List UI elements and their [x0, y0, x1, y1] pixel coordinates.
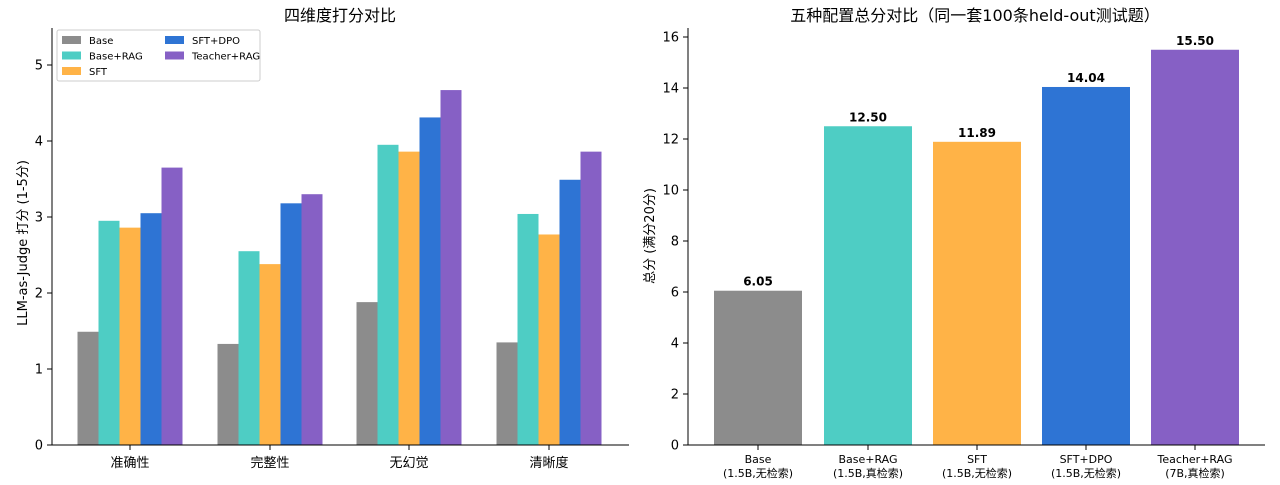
x-tick-label: 准确性: [110, 456, 149, 471]
y-tick-label: 4: [671, 337, 679, 352]
bar-1: [824, 126, 912, 445]
y-tick-label: 1: [35, 363, 43, 378]
bar-sft-0: [119, 227, 141, 445]
bar-teacher-rag-3: [580, 151, 602, 445]
legend-swatch: [165, 51, 184, 60]
bar-sft-dpo-3: [559, 179, 581, 445]
legend-swatch: [62, 67, 81, 75]
y-tick-label: 8: [671, 235, 679, 250]
left-chart: 四维度打分对比 LLM-as-Judge 打分 (1-5分) 0 1 2 3 4 5 准确…: [16, 6, 629, 471]
x-tick-label: Base+RAG: [838, 453, 897, 466]
legend-swatch: [62, 36, 81, 44]
y-tick-label: 0: [671, 439, 679, 454]
bar-base-rag-0: [98, 220, 120, 445]
bar-base-rag-3: [517, 213, 539, 445]
y-tick-label: 14: [662, 82, 679, 97]
bar-teacher-rag-0: [161, 167, 183, 445]
x-tick-label: Base: [745, 453, 772, 466]
x-tick-label: (1.5B,真检索): [833, 466, 903, 480]
bar-base-3: [496, 342, 518, 445]
right-x-axis: Base(1.5B,无检索)Base+RAG(1.5B,真检索)SFT(1.5B…: [723, 445, 1233, 480]
y-tick-label: 16: [662, 31, 679, 46]
bar-value-label: 14.04: [1067, 71, 1105, 85]
y-tick-label: 3: [35, 211, 43, 226]
x-tick-label: Teacher+RAG: [1157, 453, 1233, 466]
legend-swatch: [62, 51, 81, 60]
bar-teacher-rag-1: [301, 194, 323, 445]
legend-label: Base+RAG: [89, 52, 143, 63]
x-tick-label: SFT+DPO: [1060, 453, 1113, 466]
bar-sft-dpo-1: [280, 203, 302, 445]
bar-teacher-rag-2: [440, 90, 462, 445]
y-tick-label: 10: [662, 184, 679, 199]
y-tick-label: 0: [35, 439, 43, 454]
legend-label: Base: [89, 36, 113, 47]
legend-label: SFT+DPO: [192, 36, 240, 47]
bar-4: [1151, 49, 1239, 445]
x-tick-label: (1.5B,无检索): [942, 466, 1012, 480]
x-tick-label: (1.5B,无检索): [1051, 466, 1121, 480]
bar-0: [714, 290, 802, 445]
bar-base-0: [77, 331, 99, 445]
bar-sft-3: [538, 234, 560, 445]
y-tick-label: 6: [671, 286, 679, 301]
right-chart-ylabel: 总分 (满分20分): [643, 188, 658, 284]
y-tick-label: 2: [35, 287, 43, 302]
right-y-axis: 0 2 4 6 8 10 12 14 16: [662, 31, 688, 454]
x-tick-label: 无幻觉: [389, 456, 428, 471]
legend-label: SFT: [89, 67, 108, 78]
x-tick-label: (1.5B,无检索): [723, 466, 793, 480]
y-tick-label: 4: [35, 135, 43, 150]
x-tick-label: 清晰度: [529, 455, 568, 471]
bar-value-label: 11.89: [958, 126, 996, 140]
right-chart-title: 五种配置总分对比（同一套100条held-out测试题）: [790, 6, 1159, 25]
bar-sft-1: [259, 264, 281, 445]
bar-sft-2: [398, 151, 420, 445]
left-legend: Base Base+RAG SFT SFT+DPO Teacher+RAG: [56, 29, 261, 82]
bar-base-2: [356, 302, 378, 445]
legend-frame: [56, 29, 261, 82]
bar-3: [1042, 86, 1130, 445]
legend-swatch: [165, 36, 184, 44]
bar-value-label: 12.50: [849, 110, 887, 124]
left-x-axis: 准确性 完整性 无幻觉 清晰度: [110, 445, 569, 471]
bar-value-label: 6.05: [743, 275, 773, 289]
bar-sft-dpo-2: [419, 117, 441, 445]
y-tick-label: 5: [35, 59, 43, 74]
y-tick-label: 2: [671, 388, 679, 403]
bar-base-1: [217, 343, 239, 445]
right-bars: 6.05 12.50 11.89 14.04 15.50: [714, 34, 1239, 445]
x-tick-label: 完整性: [250, 456, 289, 471]
bar-value-label: 15.50: [1176, 34, 1214, 48]
bar-2: [933, 141, 1021, 445]
legend-label: Teacher+RAG: [191, 52, 260, 63]
left-chart-title: 四维度打分对比: [284, 6, 396, 25]
x-tick-label: SFT: [967, 453, 987, 466]
left-bars: [77, 90, 602, 446]
bar-base-rag-2: [377, 144, 399, 446]
bar-sft-dpo-0: [140, 213, 162, 445]
y-tick-label: 12: [662, 133, 679, 148]
left-y-axis: 0 1 2 3 4 5: [35, 59, 52, 454]
bar-base-rag-1: [238, 251, 260, 445]
x-tick-label: (7B,真检索): [1165, 466, 1225, 480]
left-chart-ylabel: LLM-as-Judge 打分 (1-5分): [16, 160, 31, 326]
